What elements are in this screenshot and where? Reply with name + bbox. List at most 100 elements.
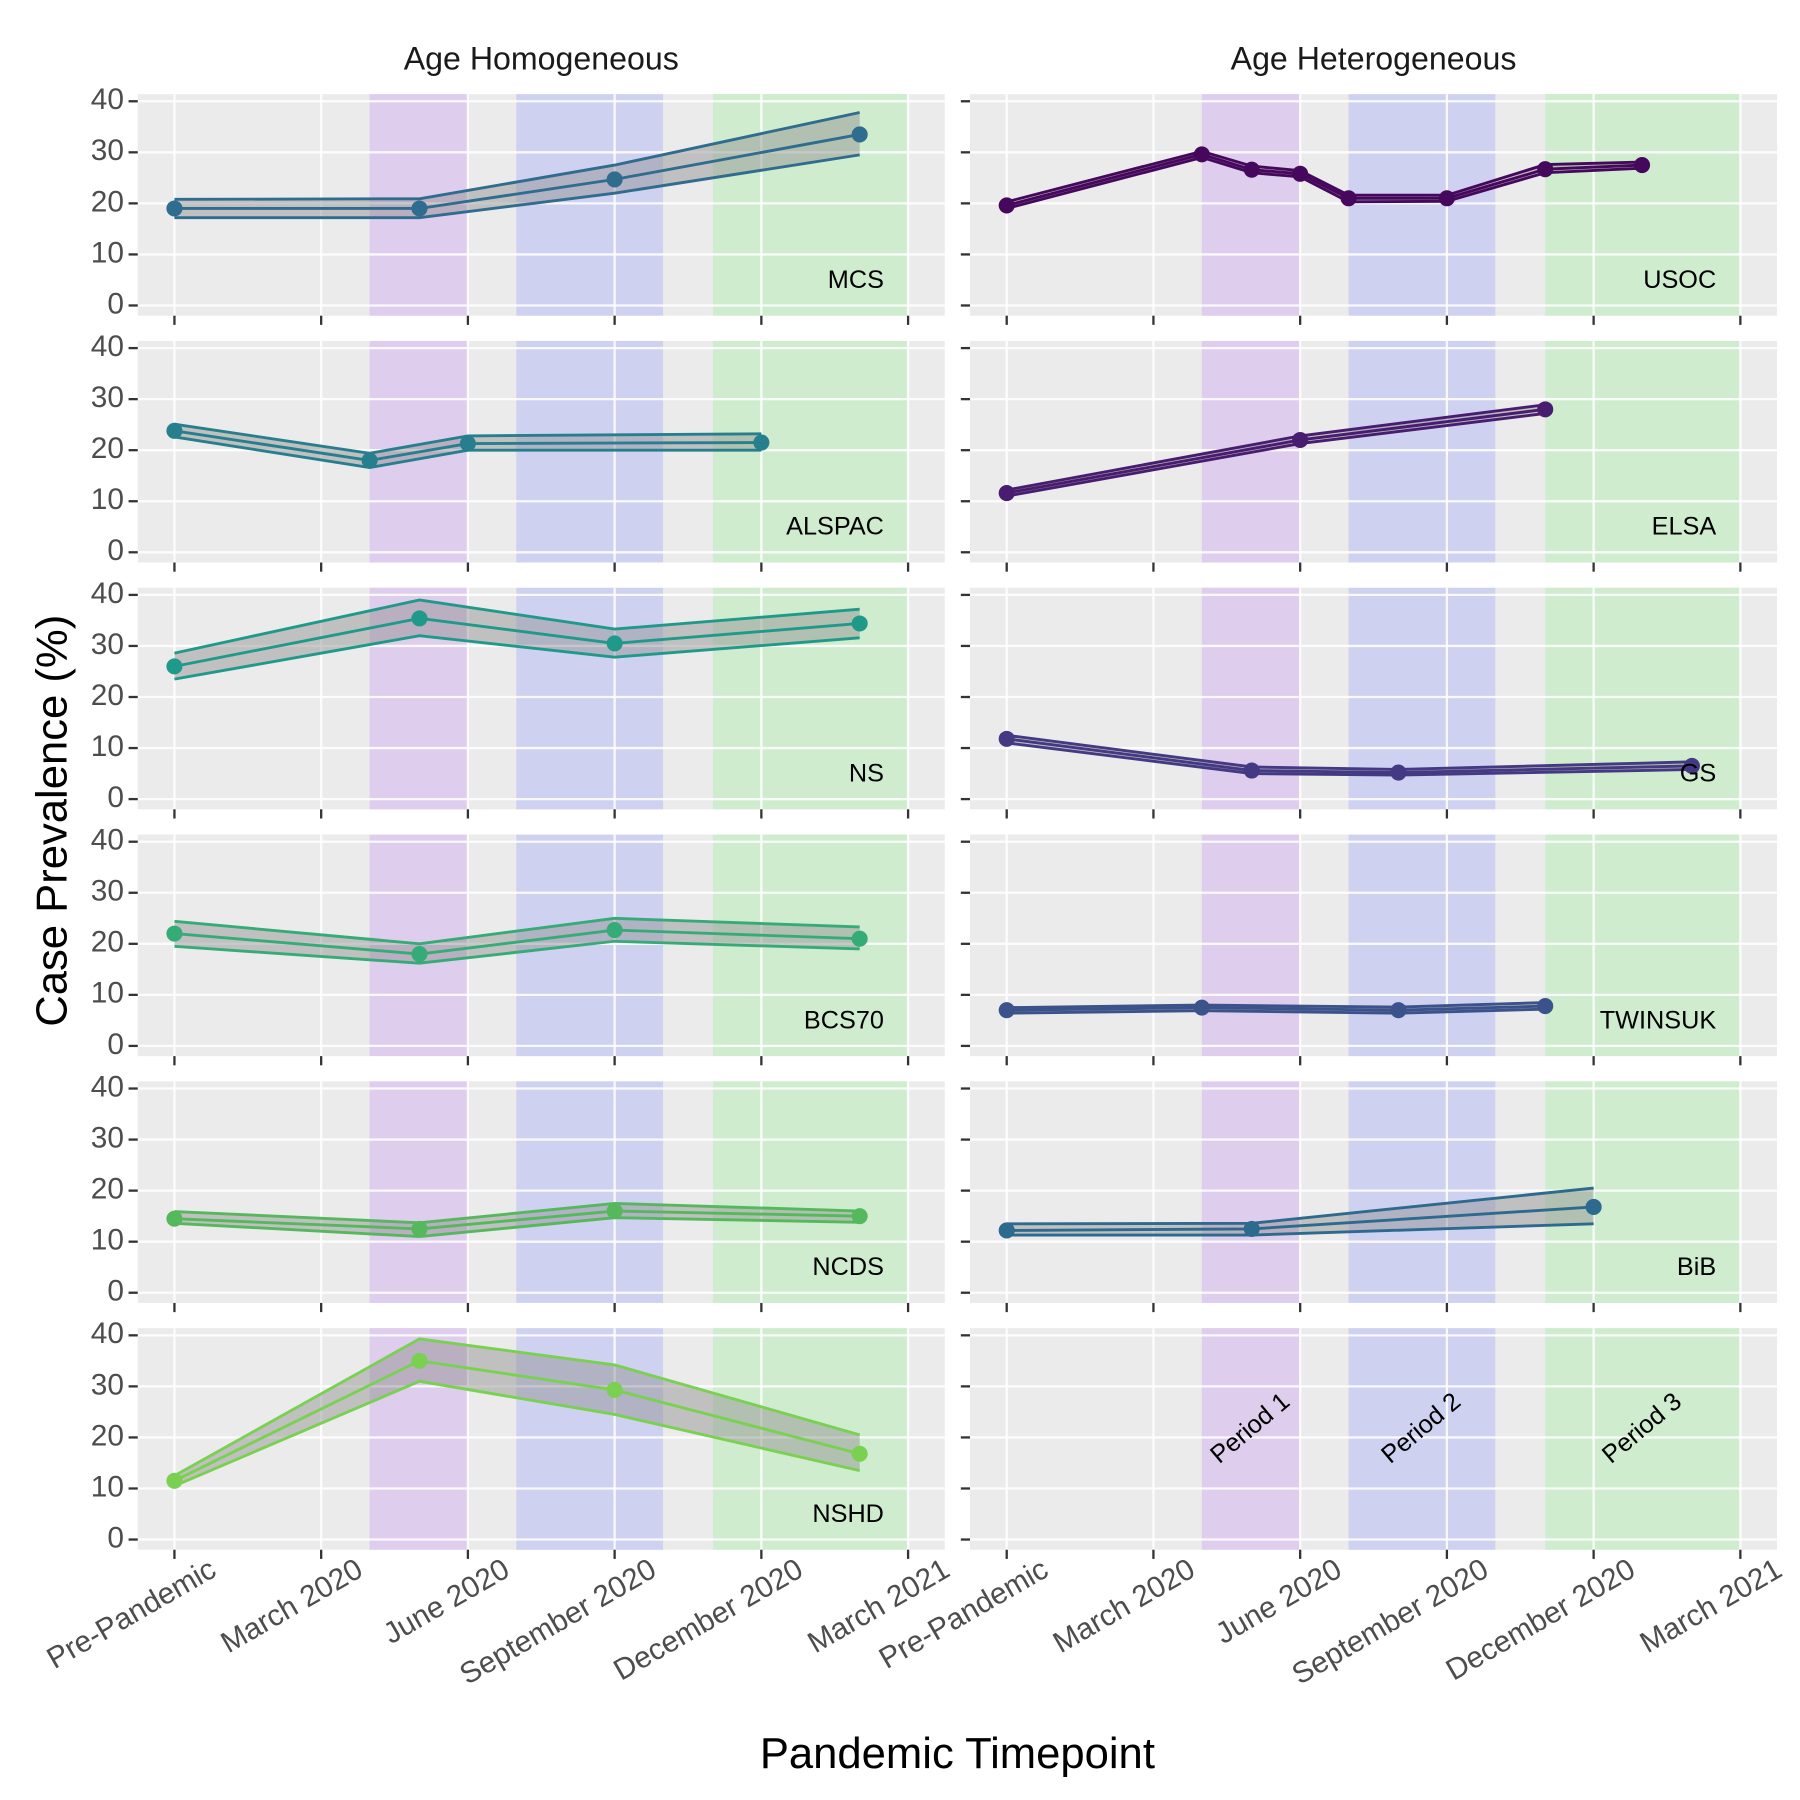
data-point: [998, 730, 1015, 747]
upper-bound-line: [174, 1201, 860, 1225]
data-point: [166, 200, 183, 217]
period-band: [1545, 834, 1741, 1057]
series-line: [173, 1359, 861, 1483]
upper-bound-line: [1006, 1001, 1546, 1010]
series-line: [1006, 1004, 1546, 1012]
period-band: [1348, 834, 1496, 1057]
panel-label: BiB: [1677, 1253, 1716, 1281]
y-tick-label: 20: [91, 926, 124, 959]
panel-label: USOC: [1643, 266, 1716, 294]
y-tick-label: 40: [91, 1070, 124, 1103]
data-point: [606, 1203, 623, 1220]
y-tick-label: 10: [91, 483, 124, 516]
period-band: [1348, 1328, 1496, 1550]
y-tick-label: 40: [91, 83, 124, 116]
panel-label: NCDS: [812, 1253, 884, 1281]
y-tick-label: 30: [91, 875, 124, 908]
period-band: [516, 340, 664, 563]
data-point: [606, 635, 623, 652]
period-band: [1545, 1081, 1741, 1303]
period-band: [369, 834, 468, 1057]
period-band: [712, 94, 909, 316]
y-tick-label: 0: [107, 534, 124, 567]
data-point: [1340, 190, 1357, 207]
y-tick-label: 0: [107, 781, 124, 814]
upper-bound-line: [174, 422, 762, 455]
data-point: [851, 615, 868, 632]
y-tick-label: 10: [91, 1224, 124, 1257]
y-tick-label: 20: [91, 1172, 124, 1205]
panel-label: ALSPAC: [786, 513, 884, 541]
y-tick-label: 30: [91, 134, 124, 167]
lower-bound-line: [1006, 741, 1692, 777]
series-line: [174, 928, 860, 956]
confidence-band: [1006, 1188, 1594, 1236]
y-tick-label: 0: [107, 287, 124, 320]
y-tick-label: 40: [91, 330, 124, 363]
series-line: [1006, 152, 1643, 207]
upper-bound-line: [173, 1337, 861, 1477]
data-point: [851, 126, 868, 143]
period-band: [1201, 94, 1301, 316]
period-band: [712, 340, 909, 563]
series-line: [174, 133, 860, 210]
data-point: [1634, 157, 1651, 174]
y-tick-label: 20: [91, 679, 124, 712]
period-band: [1348, 1081, 1496, 1303]
panel-label: NS: [849, 760, 884, 788]
data-point: [166, 1472, 183, 1489]
period-band: [712, 1081, 909, 1303]
data-point: [1292, 431, 1309, 449]
data-point: [459, 435, 476, 452]
period-band: [1201, 1081, 1301, 1303]
data-point: [1243, 1220, 1260, 1237]
lower-bound-line: [174, 1216, 860, 1239]
data-point: [1585, 1198, 1602, 1215]
data-point: [851, 1445, 868, 1462]
lower-bound-line: [174, 939, 860, 965]
data-point: [1390, 764, 1407, 781]
data-point: [1537, 161, 1554, 178]
period-band: [516, 94, 664, 316]
y-tick-label: 10: [91, 730, 124, 763]
period-band: [369, 1081, 468, 1303]
lower-bound-line: [174, 634, 860, 681]
data-point: [166, 658, 183, 675]
y-tick-label: 40: [91, 824, 124, 857]
data-point: [1683, 757, 1700, 774]
data-point: [1390, 1002, 1407, 1019]
column-title: Age Heterogeneous: [1231, 40, 1517, 76]
period-band: [1545, 340, 1741, 563]
upper-bound-line: [1006, 733, 1692, 771]
data-point: [1292, 165, 1309, 182]
data-point: [361, 452, 378, 469]
y-tick-label: 10: [91, 977, 124, 1010]
data-point: [166, 422, 183, 439]
y-tick-label: 40: [91, 1317, 124, 1350]
y-tick-label: 40: [91, 577, 124, 610]
data-point: [166, 925, 183, 942]
data-point: [998, 485, 1015, 502]
data-point: [411, 200, 428, 217]
upper-bound-line: [174, 598, 860, 655]
panel-label: GS: [1680, 760, 1716, 788]
lower-bound-line: [1006, 1007, 1546, 1015]
confidence-band: [174, 600, 860, 680]
period-band: [712, 1328, 909, 1550]
panel-label: MCS: [828, 266, 884, 294]
lower-bound-line: [174, 435, 762, 470]
period-band: [516, 1081, 664, 1303]
data-point: [411, 945, 428, 963]
y-tick-label: 10: [91, 1470, 124, 1503]
lower-bound-line: [174, 153, 860, 220]
data-point: [166, 1210, 183, 1227]
y-tick-label: 10: [91, 236, 124, 269]
period-band: [516, 1328, 664, 1550]
data-point: [998, 197, 1015, 214]
y-tick-label: 20: [91, 185, 124, 218]
data-point: [411, 1352, 428, 1369]
data-point: [998, 1002, 1015, 1019]
upper-bound-line: [174, 111, 860, 201]
lower-bound-line: [1006, 155, 1643, 210]
